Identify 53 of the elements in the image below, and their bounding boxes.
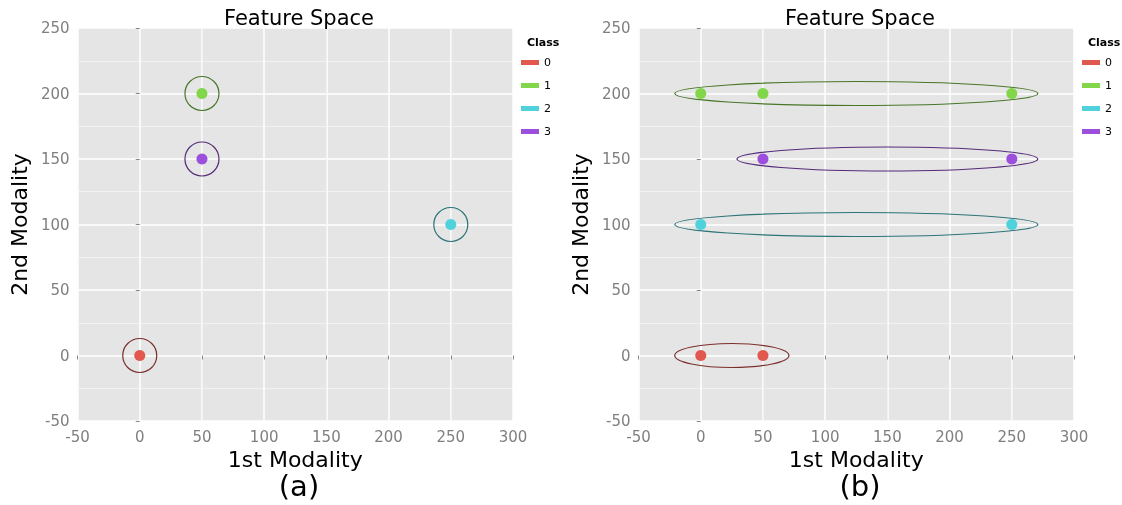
y-tick-label: 150 bbox=[601, 150, 631, 168]
x-tick-label: 250 bbox=[997, 427, 1027, 446]
y-tick-label: 100 bbox=[601, 215, 631, 234]
legend-label: 3 bbox=[1105, 125, 1112, 138]
point bbox=[1006, 153, 1018, 165]
legend-label: 0 bbox=[544, 56, 551, 69]
legend-title: Class bbox=[1088, 36, 1121, 49]
x-tick-label: 50 bbox=[753, 427, 773, 446]
x-tick-label: 250 bbox=[436, 427, 466, 446]
y-tick-label: 50 bbox=[50, 281, 70, 299]
y-tick-label: 0 bbox=[59, 346, 70, 365]
y-tick-label: 0 bbox=[620, 346, 631, 365]
chart-title: Feature Space bbox=[784, 5, 936, 30]
x-tick-label: 200 bbox=[935, 427, 964, 446]
y-axis-title: 2nd Modality bbox=[567, 153, 593, 296]
legend-title: Class bbox=[527, 36, 560, 49]
y-tick-label: 250 bbox=[40, 19, 70, 37]
x-tick-label: 50 bbox=[192, 427, 212, 446]
point bbox=[1006, 219, 1018, 230]
legend-label: 2 bbox=[1105, 102, 1112, 115]
x-tick-label: 100 bbox=[249, 427, 279, 446]
point bbox=[757, 153, 769, 165]
x-tick-label: -50 bbox=[65, 427, 90, 446]
legend-label: 2 bbox=[544, 102, 551, 115]
y-tick-label: 100 bbox=[40, 215, 70, 234]
x-tick-label: 0 bbox=[695, 427, 706, 446]
x-tick-label: 100 bbox=[810, 427, 840, 446]
x-tick-label: 0 bbox=[134, 427, 145, 446]
y-tick-label: 200 bbox=[40, 84, 70, 103]
point bbox=[757, 88, 769, 99]
y-tick-label: 50 bbox=[611, 281, 631, 299]
y-tick-label: 150 bbox=[40, 150, 70, 168]
x-tick-label: 150 bbox=[312, 427, 341, 446]
y-axis-title: 2nd Modality bbox=[6, 153, 32, 296]
y-tick-label: -50 bbox=[606, 412, 631, 430]
legend-label: 1 bbox=[544, 79, 551, 92]
point bbox=[1006, 88, 1018, 99]
x-tick-label: 300 bbox=[498, 427, 528, 446]
y-tick-label: 200 bbox=[601, 84, 631, 103]
x-tick-label: 200 bbox=[374, 427, 403, 446]
y-tick-label: 250 bbox=[601, 19, 631, 37]
point bbox=[757, 350, 769, 361]
legend-label: 1 bbox=[1105, 79, 1112, 92]
x-tick-label: -50 bbox=[626, 427, 651, 446]
chart-title: Feature Space bbox=[223, 5, 375, 30]
x-tick-label: 300 bbox=[1059, 427, 1089, 446]
legend-label: 3 bbox=[544, 125, 551, 138]
y-tick-label: -50 bbox=[45, 412, 70, 430]
point bbox=[695, 350, 707, 361]
legend-label: 0 bbox=[1105, 56, 1112, 69]
point bbox=[695, 88, 707, 99]
point bbox=[695, 219, 707, 230]
x-tick-label: 150 bbox=[873, 427, 902, 446]
